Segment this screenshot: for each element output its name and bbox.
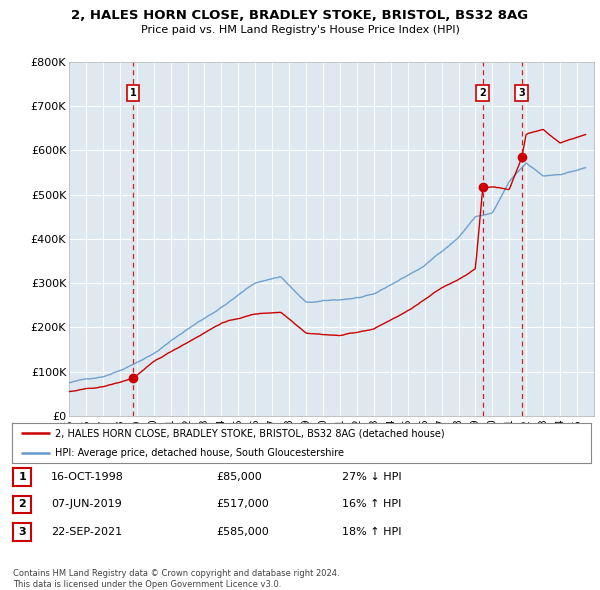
Text: 1: 1	[130, 88, 137, 98]
Text: £517,000: £517,000	[216, 500, 269, 509]
Text: 07-JUN-2019: 07-JUN-2019	[51, 500, 122, 509]
Text: 16-OCT-1998: 16-OCT-1998	[51, 472, 124, 481]
Text: 3: 3	[19, 527, 26, 537]
Text: 16% ↑ HPI: 16% ↑ HPI	[342, 500, 401, 509]
Text: 1: 1	[19, 472, 26, 481]
Text: 2, HALES HORN CLOSE, BRADLEY STOKE, BRISTOL, BS32 8AG (detached house): 2, HALES HORN CLOSE, BRADLEY STOKE, BRIS…	[55, 428, 445, 438]
Text: 2: 2	[479, 88, 486, 98]
Text: HPI: Average price, detached house, South Gloucestershire: HPI: Average price, detached house, Sout…	[55, 448, 344, 458]
Text: 18% ↑ HPI: 18% ↑ HPI	[342, 527, 401, 537]
Text: 2: 2	[19, 500, 26, 509]
Text: Contains HM Land Registry data © Crown copyright and database right 2024.
This d: Contains HM Land Registry data © Crown c…	[13, 569, 340, 589]
Text: £585,000: £585,000	[216, 527, 269, 537]
Text: 2, HALES HORN CLOSE, BRADLEY STOKE, BRISTOL, BS32 8AG: 2, HALES HORN CLOSE, BRADLEY STOKE, BRIS…	[71, 9, 529, 22]
Text: £85,000: £85,000	[216, 472, 262, 481]
Text: 22-SEP-2021: 22-SEP-2021	[51, 527, 122, 537]
Text: 27% ↓ HPI: 27% ↓ HPI	[342, 472, 401, 481]
Text: 3: 3	[518, 88, 525, 98]
Text: Price paid vs. HM Land Registry's House Price Index (HPI): Price paid vs. HM Land Registry's House …	[140, 25, 460, 35]
